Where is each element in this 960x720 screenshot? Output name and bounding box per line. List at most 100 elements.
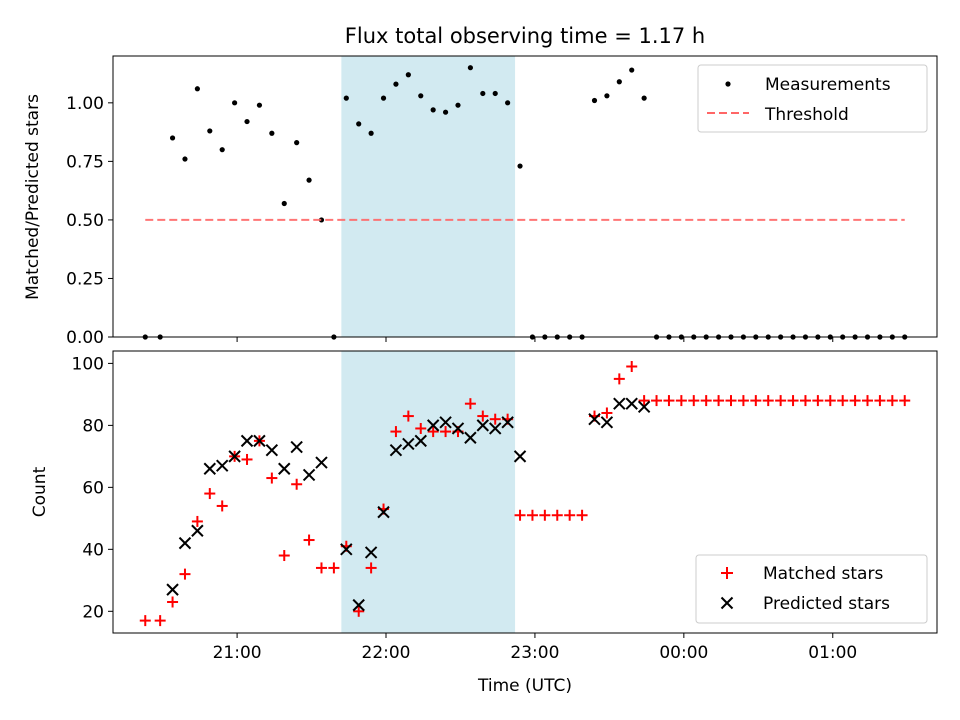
predicted-star-point bbox=[377, 505, 390, 519]
matched-star-point bbox=[564, 509, 576, 521]
y-tick-label: 0.75 bbox=[66, 152, 104, 172]
measurement-point bbox=[343, 95, 349, 101]
bottom-plot-marks bbox=[139, 360, 911, 627]
predicted-star-point bbox=[426, 419, 440, 432]
top-y-axis: 0.00 0.25 0.50 0.75 1.00 bbox=[66, 94, 113, 348]
top-legend-box bbox=[697, 64, 928, 133]
y-tick-label: 1.00 bbox=[66, 94, 104, 114]
matched-star-point bbox=[737, 395, 749, 407]
y-tick-label: 60 bbox=[82, 478, 104, 498]
matched-star-point bbox=[700, 395, 712, 407]
matched-star-point bbox=[514, 509, 526, 521]
matched-star-point bbox=[601, 407, 613, 419]
measurement-point bbox=[232, 100, 238, 106]
bottom-shaded-span bbox=[341, 351, 516, 633]
matched-star-point bbox=[750, 395, 762, 407]
predicted-star-point bbox=[215, 459, 229, 472]
y-tick-label: 20 bbox=[82, 602, 104, 622]
matched-star-point bbox=[427, 426, 439, 438]
y-tick-label: 0.00 bbox=[66, 328, 104, 348]
matched-star-point bbox=[241, 453, 253, 465]
legend-measurements-label: Measurements bbox=[765, 75, 891, 95]
matched-star-point bbox=[651, 395, 663, 407]
top-panel: Flux total observing time = 1.17 h 0.00 0… bbox=[23, 24, 938, 348]
predicted-star-point bbox=[588, 412, 601, 426]
predicted-star-point bbox=[389, 443, 403, 457]
measurement-point bbox=[194, 86, 200, 92]
bottom-y-axis: 20 40 60 80 100 bbox=[72, 354, 113, 622]
predicted-star-point bbox=[265, 443, 279, 457]
bottom-plot-frame bbox=[112, 350, 938, 634]
legend-predicted-label: Predicted stars bbox=[763, 594, 890, 614]
matched-star-point bbox=[402, 410, 414, 422]
measurement-point bbox=[207, 128, 213, 134]
measurement-point bbox=[169, 135, 176, 141]
matched-star-point bbox=[489, 413, 501, 425]
measurement-point bbox=[318, 217, 325, 223]
measurement-point bbox=[455, 102, 461, 108]
bottom-panel: 20 40 60 80 100 21:00 22:00 23:00 00:00 01:00 Co… bbox=[30, 350, 938, 696]
matched-star-point bbox=[526, 509, 538, 521]
measurement-point bbox=[294, 140, 300, 146]
matched-star-point bbox=[626, 360, 638, 372]
top-x-axis-ticks bbox=[236, 337, 834, 342]
measurement-point bbox=[480, 90, 486, 97]
predicted-star-point bbox=[191, 524, 204, 537]
predicted-star-point bbox=[476, 419, 490, 432]
predicted-star-point bbox=[439, 416, 452, 429]
predicted-star-point bbox=[625, 397, 638, 410]
predicted-star-point bbox=[253, 434, 266, 448]
matched-star-point bbox=[464, 398, 476, 410]
matched-star-point bbox=[216, 500, 228, 512]
matched-star-point bbox=[539, 509, 551, 521]
matched-star-point bbox=[837, 395, 849, 407]
measurement-point bbox=[430, 107, 436, 113]
predicted-star-point bbox=[228, 450, 241, 463]
predicted-star-point bbox=[203, 462, 217, 475]
legend-predicted-marker bbox=[720, 596, 734, 610]
measurement-point bbox=[356, 121, 362, 127]
matched-star-point bbox=[862, 395, 874, 407]
measurement-point bbox=[418, 93, 424, 99]
bottom-x-axis-label: Time (UTC) bbox=[477, 676, 572, 696]
measurement-point bbox=[629, 67, 635, 73]
matched-star-point bbox=[415, 422, 427, 434]
matched-star-point bbox=[167, 596, 179, 608]
measurement-point bbox=[467, 65, 473, 71]
matched-star-point bbox=[139, 615, 151, 627]
matched-star-point bbox=[440, 426, 452, 438]
matched-star-point bbox=[179, 568, 191, 580]
matched-star-point bbox=[688, 395, 700, 407]
measurement-point bbox=[256, 102, 263, 108]
top-plot-frame bbox=[112, 55, 938, 338]
predicted-star-point bbox=[290, 440, 303, 454]
measurement-point bbox=[616, 79, 622, 85]
matched-star-point bbox=[899, 395, 911, 407]
matched-star-point bbox=[204, 488, 216, 500]
matched-star-point bbox=[675, 395, 687, 407]
measurement-point bbox=[380, 95, 387, 101]
x-tick-label: 01:00 bbox=[808, 643, 857, 663]
predicted-star-point bbox=[364, 546, 378, 559]
predicted-star-point bbox=[340, 543, 353, 556]
top-y-axis-label: Matched/Predicted stars bbox=[23, 94, 43, 300]
matched-star-point bbox=[390, 426, 402, 438]
legend-matched-label: Matched stars bbox=[763, 564, 883, 584]
matched-star-point bbox=[576, 509, 588, 521]
matched-star-point bbox=[328, 562, 340, 574]
predicted-star-point bbox=[402, 437, 415, 451]
legend-matched-marker bbox=[721, 567, 733, 579]
predicted-star-point bbox=[451, 422, 465, 435]
top-chart-title: Flux total observing time = 1.17 h bbox=[345, 24, 705, 48]
matched-star-point bbox=[886, 395, 898, 407]
predicted-star-point bbox=[600, 416, 614, 429]
predicted-star-point bbox=[489, 422, 502, 435]
matched-star-point bbox=[638, 395, 650, 407]
predicted-star-point bbox=[501, 416, 514, 429]
matched-star-point bbox=[278, 550, 290, 562]
predicted-star-point bbox=[178, 536, 192, 550]
y-tick-label: 100 bbox=[72, 354, 104, 374]
y-tick-label: 80 bbox=[82, 416, 104, 436]
measurement-point bbox=[405, 72, 411, 78]
